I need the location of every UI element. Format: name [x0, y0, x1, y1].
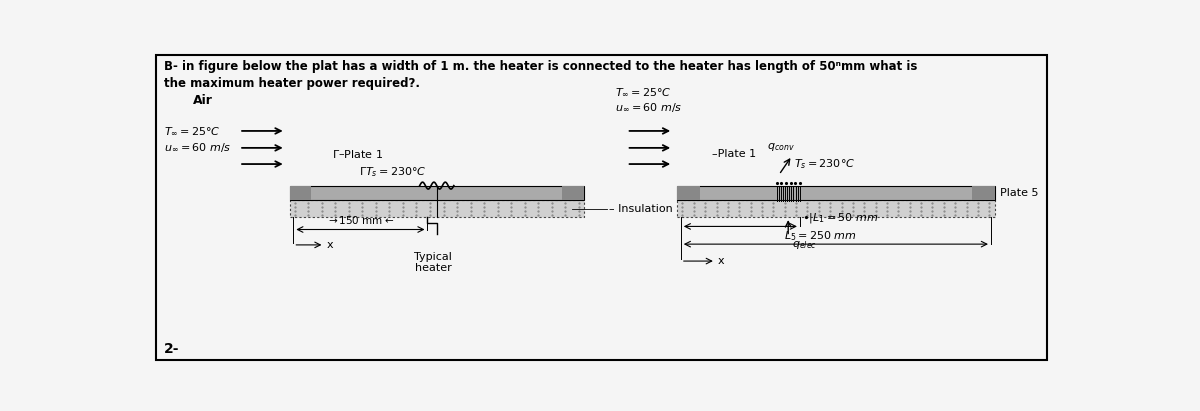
Text: $T_s = 230°C$: $T_s = 230°C$ [794, 157, 856, 171]
Bar [289, 186, 311, 200]
Text: x: x [718, 256, 725, 266]
Text: $L_5 = 250\ mm$: $L_5 = 250\ mm$ [784, 229, 857, 242]
Text: Typical: Typical [414, 252, 452, 262]
Text: $\Gamma$–Plate 1: $\Gamma$–Plate 1 [332, 148, 383, 160]
Text: $T_\infty = 25°C$: $T_\infty = 25°C$ [616, 87, 672, 98]
Text: the maximum heater power required?.: the maximum heater power required?. [164, 77, 420, 90]
Text: 2-: 2- [164, 342, 180, 356]
Bar [289, 186, 584, 200]
Text: Plate 5: Plate 5 [1000, 188, 1039, 199]
Bar [972, 186, 995, 200]
Text: $u_\infty = 60\ m/s$: $u_\infty = 60\ m/s$ [616, 102, 683, 114]
Text: $\Gamma T_s = 230°C$: $\Gamma T_s = 230°C$ [359, 165, 427, 179]
Text: –Plate 1: –Plate 1 [712, 149, 756, 159]
Bar [563, 186, 584, 200]
Text: $q_{conv}$: $q_{conv}$ [767, 141, 794, 153]
Text: $\bullet|L_1 = 50\ mm$: $\bullet|L_1 = 50\ mm$ [802, 211, 878, 225]
Text: heater: heater [414, 263, 451, 273]
Text: – Insulation: – Insulation [608, 204, 672, 214]
Text: $u_\infty = 60\ m/s$: $u_\infty = 60\ m/s$ [164, 142, 232, 154]
Text: B- in figure below the plat has a width of 1 m. the heater is connected to the h: B- in figure below the plat has a width … [164, 60, 917, 73]
Text: $q_{elec}$: $q_{elec}$ [792, 239, 817, 251]
Bar [289, 200, 584, 217]
Text: x: x [326, 240, 334, 250]
Bar [677, 186, 701, 200]
Text: $\rightarrow$150 mm$\leftarrow$: $\rightarrow$150 mm$\leftarrow$ [326, 215, 395, 226]
Text: Air: Air [193, 94, 212, 106]
Bar [677, 200, 995, 217]
Text: $T_\infty = 25°C$: $T_\infty = 25°C$ [164, 125, 221, 137]
Bar [677, 186, 995, 200]
